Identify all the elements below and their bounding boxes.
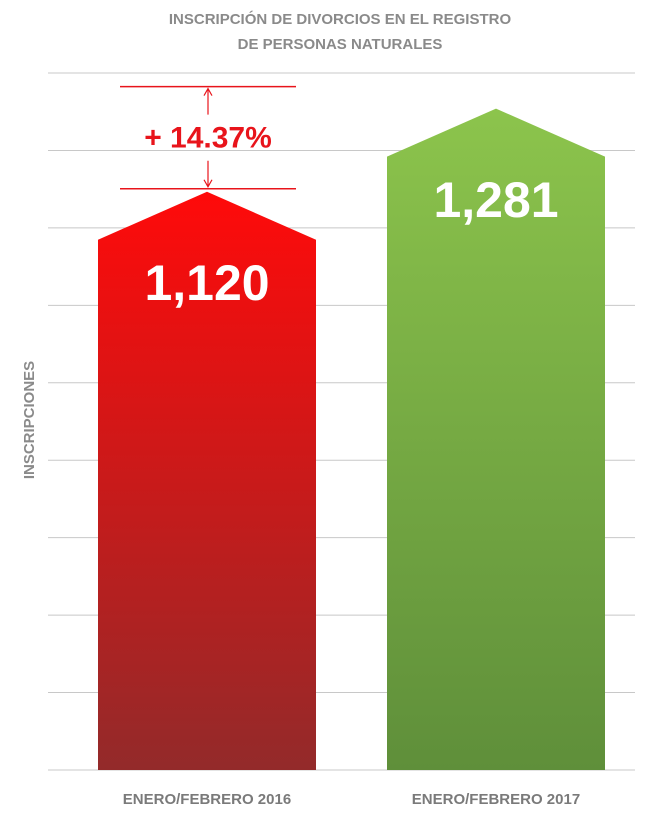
value-label: 1,281 — [433, 172, 558, 228]
annotation-arrowhead — [203, 179, 213, 188]
value-label: 1,120 — [144, 255, 269, 311]
bar — [387, 108, 605, 770]
x-tick-label: ENERO/FEBRERO 2016 — [123, 791, 291, 808]
chart-title: INSCRIPCIÓN DE DIVORCIOS EN EL REGISTRO — [169, 10, 512, 28]
x-tick-label: ENERO/FEBRERO 2017 — [412, 791, 580, 808]
annotation: + 14.37% — [144, 122, 272, 155]
y-axis-label: INSCRIPCIONES — [21, 361, 38, 479]
bar — [98, 191, 316, 770]
annotation-arrowhead — [203, 87, 213, 96]
chart-title: DE PERSONAS NATURALES — [238, 36, 443, 53]
